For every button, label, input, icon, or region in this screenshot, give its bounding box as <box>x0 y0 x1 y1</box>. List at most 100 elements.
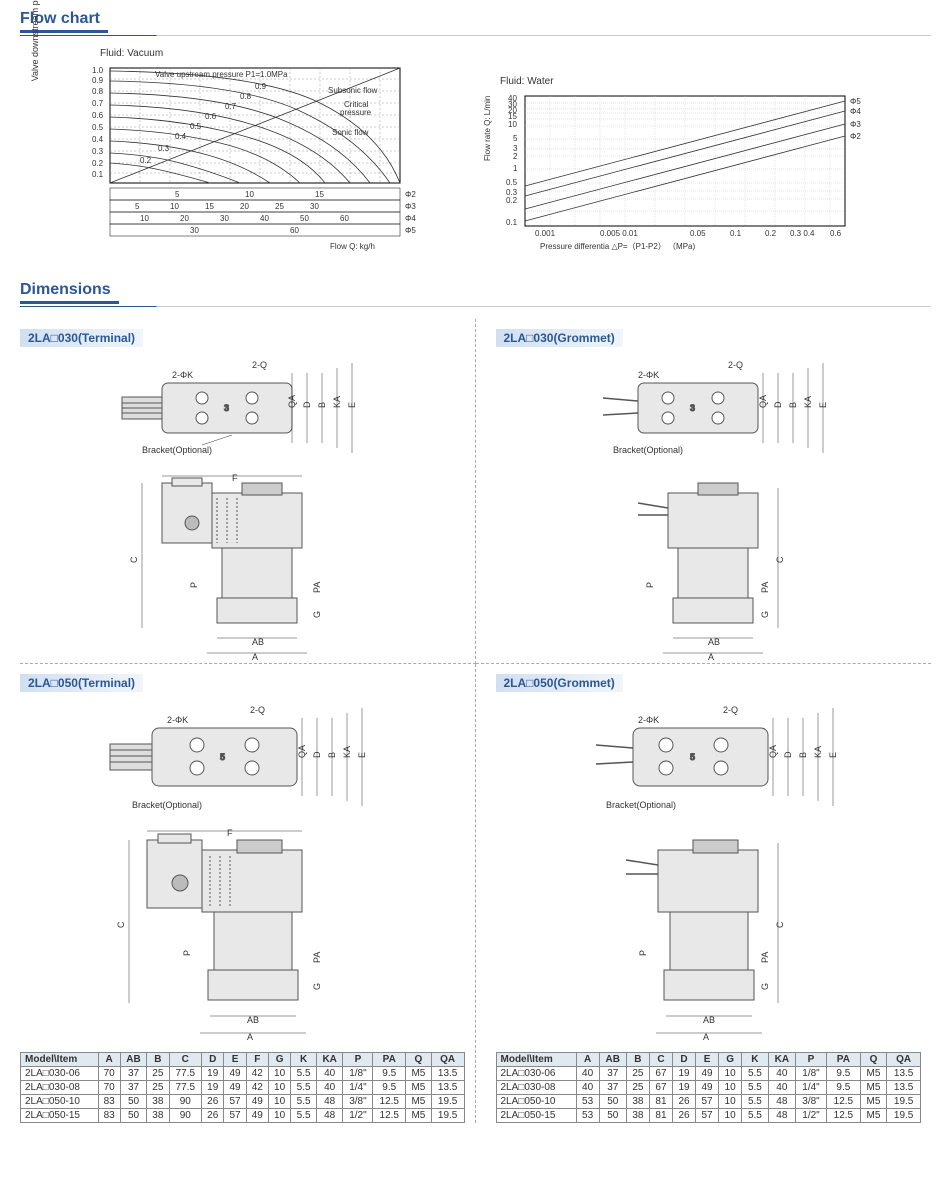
svg-text:0.3: 0.3 <box>158 144 170 153</box>
svg-text:F: F <box>232 473 238 483</box>
model-050g: 2LA□050(Grommet) <box>496 674 623 692</box>
svg-text:5: 5 <box>135 202 140 211</box>
table-header: QA <box>887 1053 921 1067</box>
chart2-svg: 40 30 20 15 10 5 3 2 1 0.5 0.3 0.2 0.1 Φ… <box>480 91 880 253</box>
table-header: Q <box>860 1053 887 1067</box>
svg-text:2: 2 <box>513 152 518 161</box>
svg-text:30: 30 <box>220 214 229 223</box>
svg-text:0.6: 0.6 <box>92 111 104 120</box>
svg-text:60: 60 <box>290 226 299 235</box>
table-header: D <box>672 1053 695 1067</box>
table-header: PA <box>827 1053 861 1067</box>
svg-text:3: 3 <box>224 403 229 413</box>
svg-text:G: G <box>312 983 322 990</box>
svg-text:E: E <box>357 752 367 758</box>
svg-text:Sonic flow: Sonic flow <box>332 128 369 137</box>
svg-text:2-Q: 2-Q <box>250 705 265 715</box>
svg-text:C: C <box>775 556 785 563</box>
table-terminal: Model\ItemAABBCDEFGKKAPPAQQA 2LA□030-067… <box>20 1052 465 1123</box>
svg-text:2-Q: 2-Q <box>252 360 267 370</box>
svg-text:PA: PA <box>312 952 322 963</box>
svg-text:2-ΦK: 2-ΦK <box>172 370 193 380</box>
svg-text:B: B <box>788 402 798 408</box>
svg-text:A: A <box>252 652 258 662</box>
drawing-030t-side: F C P AB A G PA <box>102 473 382 663</box>
svg-text:Bracket(Optional): Bracket(Optional) <box>142 445 212 455</box>
svg-text:Φ4: Φ4 <box>850 107 861 116</box>
chart1-fluid: Fluid: Vacuum <box>100 48 440 59</box>
table-row: 2LA□030-0670372577.5194942105.5401/8"9.5… <box>21 1067 465 1081</box>
svg-text:PA: PA <box>760 952 770 963</box>
svg-text:0.2: 0.2 <box>506 196 518 205</box>
svg-text:A: A <box>247 1032 253 1042</box>
svg-text:0.1: 0.1 <box>506 218 518 227</box>
svg-text:P: P <box>182 950 192 956</box>
table-header: C <box>169 1053 202 1067</box>
svg-text:KA: KA <box>342 746 352 758</box>
svg-text:60: 60 <box>340 214 349 223</box>
svg-text:0.5: 0.5 <box>506 178 518 187</box>
svg-text:10: 10 <box>140 214 149 223</box>
svg-text:D: D <box>312 751 322 758</box>
cell-050-terminal: 2LA□050(Terminal) 5 <box>20 664 476 1123</box>
table-header: B <box>626 1053 649 1067</box>
svg-text:30: 30 <box>190 226 199 235</box>
svg-text:B: B <box>798 752 808 758</box>
dimensions-title: Dimensions <box>20 281 119 304</box>
table-header: KA <box>316 1053 342 1067</box>
table-header: F <box>246 1053 268 1067</box>
table-header: G <box>268 1053 290 1067</box>
svg-text:40: 40 <box>260 214 269 223</box>
drawing-030g-top: 3 QA D B KA E 2-Q 2-ΦK Bracket(Optional) <box>568 353 848 463</box>
table-row: 2LA□050-1083503890265749105.5483/8"12.5M… <box>21 1095 465 1109</box>
svg-text:AB: AB <box>252 637 264 647</box>
flowchart-section: Flow chart Valve downstream pressure P2 … <box>20 10 931 256</box>
svg-text:P: P <box>189 582 199 588</box>
svg-text:D: D <box>783 751 793 758</box>
svg-text:G: G <box>760 983 770 990</box>
svg-text:PA: PA <box>312 582 322 593</box>
svg-text:Φ5: Φ5 <box>850 97 861 106</box>
svg-text:0.7: 0.7 <box>225 102 237 111</box>
svg-text:QA: QA <box>768 745 778 758</box>
svg-text:0.1: 0.1 <box>92 170 104 179</box>
svg-text:KA: KA <box>803 396 813 408</box>
svg-text:3: 3 <box>690 403 695 413</box>
svg-text:Flow rate Q: L/min: Flow rate Q: L/min <box>483 96 492 161</box>
svg-text:0.3 0.4: 0.3 0.4 <box>790 229 815 238</box>
table-row: 2LA□030-06403725671949105.5401/8"9.5M513… <box>496 1067 921 1081</box>
svg-text:QA: QA <box>758 395 768 408</box>
table-header: E <box>224 1053 246 1067</box>
svg-text:10: 10 <box>170 202 179 211</box>
svg-text:10: 10 <box>508 120 517 129</box>
table-header: QA <box>431 1053 464 1067</box>
table-header: Model\Item <box>496 1053 576 1067</box>
svg-text:C: C <box>775 921 785 928</box>
water-chart: Fluid: Water <box>480 48 880 256</box>
svg-text:0.5: 0.5 <box>190 122 202 131</box>
svg-text:15: 15 <box>315 190 324 199</box>
svg-text:D: D <box>302 401 312 408</box>
svg-text:Φ4: Φ4 <box>405 214 416 223</box>
drawing-050t-side: F C P AB A G PA <box>92 828 392 1048</box>
svg-text:D: D <box>773 401 783 408</box>
svg-text:A: A <box>703 1032 709 1042</box>
svg-text:Φ3: Φ3 <box>850 120 861 129</box>
drawing-050g-side: C P AB A G PA <box>558 828 858 1048</box>
cell-030-grommet: 2LA□030(Grommet) 3 Q <box>476 319 932 664</box>
table-header: K <box>742 1053 769 1067</box>
table-header: B <box>147 1053 169 1067</box>
svg-text:0.9: 0.9 <box>255 82 267 91</box>
svg-text:5: 5 <box>175 190 180 199</box>
cell-030-terminal: 2LA□030(Terminal) 3 <box>20 319 476 664</box>
table-header: Model\Item <box>21 1053 99 1067</box>
chart2-fluid: Fluid: Water <box>500 76 880 87</box>
svg-text:Subsonic flow: Subsonic flow <box>328 86 378 95</box>
svg-text:Bracket(Optional): Bracket(Optional) <box>613 445 683 455</box>
table-header: AB <box>599 1053 626 1067</box>
chart1-svg: 1.0 0.9 0.8 0.7 0.6 0.5 0.4 0.3 0.2 0.1 … <box>80 63 420 253</box>
svg-text:F: F <box>227 828 233 838</box>
svg-text:0.1: 0.1 <box>730 229 742 238</box>
drawing-050t-top: 5 QA D B KA E 2-Q 2-ΦK Bracket(Optional) <box>92 698 392 818</box>
table-row: 2LA□030-08403725671949105.5401/4"9.5M513… <box>496 1081 921 1095</box>
